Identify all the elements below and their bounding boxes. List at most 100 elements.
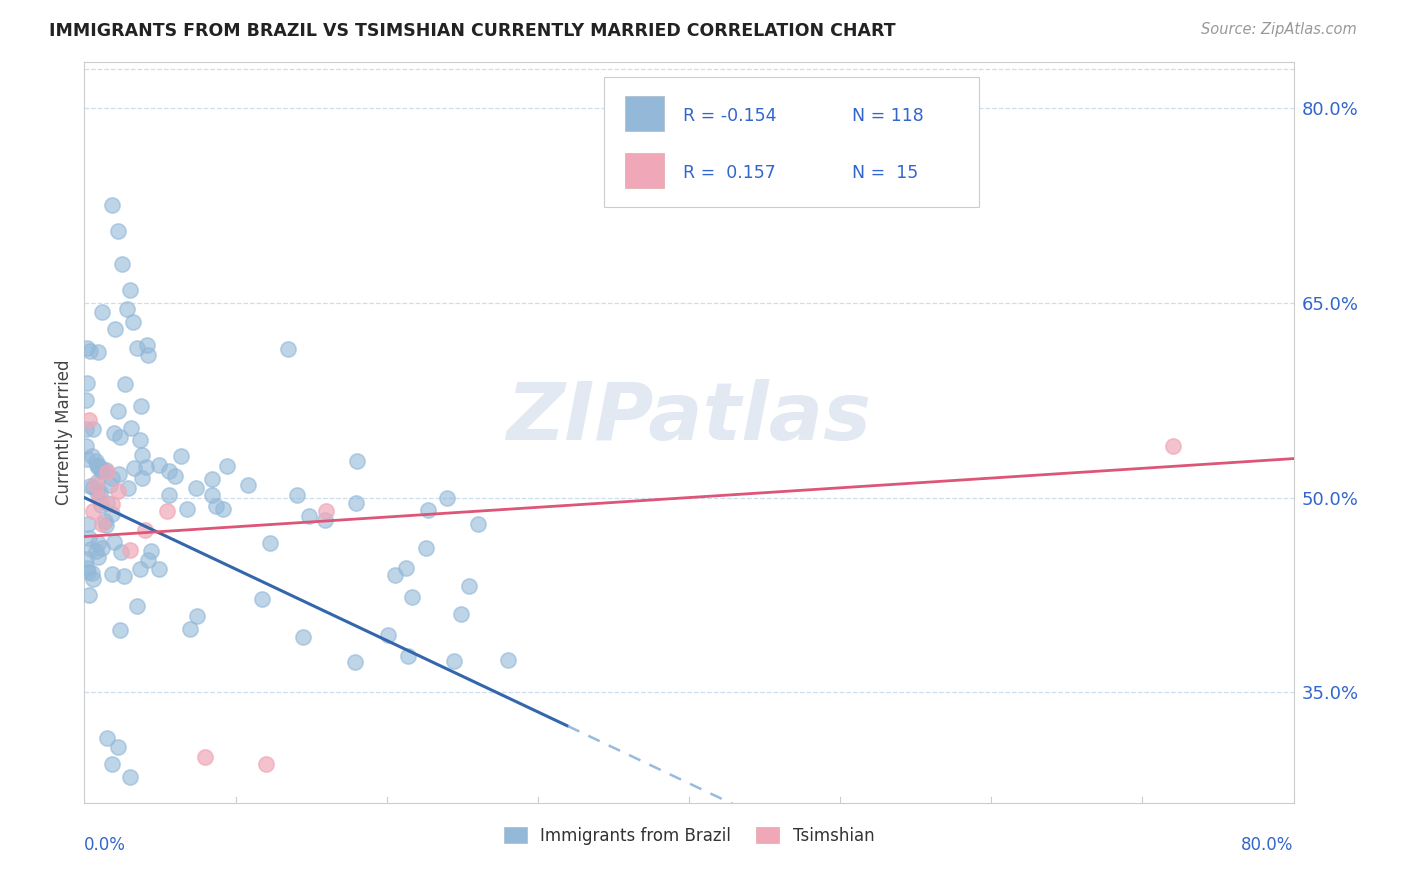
Point	[135, 460, 157, 475]
Point	[82, 572, 104, 586]
Point	[458, 579, 481, 593]
Point	[100, 198, 122, 212]
Point	[443, 654, 465, 668]
Point	[120, 420, 142, 434]
Point	[148, 561, 170, 575]
Point	[75, 439, 97, 453]
Point	[259, 536, 281, 550]
Point	[76, 376, 98, 390]
Point	[346, 453, 368, 467]
Point	[125, 599, 148, 614]
Point	[148, 458, 170, 472]
Point	[201, 472, 224, 486]
FancyBboxPatch shape	[624, 95, 664, 131]
Text: IMMIGRANTS FROM BRAZIL VS TSIMSHIAN CURRENTLY MARRIED CORRELATION CHART: IMMIGRANTS FROM BRAZIL VS TSIMSHIAN CURR…	[49, 22, 896, 40]
Point	[107, 739, 129, 754]
Point	[205, 499, 228, 513]
Point	[298, 509, 321, 524]
Point	[118, 283, 141, 297]
FancyBboxPatch shape	[605, 78, 979, 207]
Point	[96, 496, 118, 510]
Point	[90, 498, 112, 512]
Point	[87, 459, 110, 474]
Point	[236, 477, 259, 491]
Point	[285, 488, 308, 502]
Point	[118, 542, 141, 557]
Point	[94, 463, 117, 477]
Legend: Immigrants from Brazil, Tsimshian: Immigrants from Brazil, Tsimshian	[499, 822, 879, 850]
Point	[80, 449, 103, 463]
Point	[86, 475, 108, 489]
Point	[75, 551, 97, 566]
Point	[77, 588, 100, 602]
Point	[395, 561, 418, 575]
Point	[136, 348, 159, 362]
Point	[112, 569, 135, 583]
Point	[436, 491, 458, 505]
Point	[450, 607, 472, 622]
Point	[384, 568, 406, 582]
Point	[98, 478, 121, 492]
Point	[252, 592, 274, 607]
Point	[159, 488, 181, 502]
Point	[101, 471, 124, 485]
Point	[467, 516, 489, 531]
Point	[82, 422, 104, 436]
Point	[131, 471, 153, 485]
Point	[176, 502, 198, 516]
Point	[101, 507, 124, 521]
Point	[96, 518, 118, 533]
Point	[139, 544, 162, 558]
Point	[79, 343, 101, 358]
Point	[114, 377, 136, 392]
Point	[76, 451, 98, 466]
Point	[159, 464, 181, 478]
Point	[91, 463, 114, 477]
FancyBboxPatch shape	[624, 153, 664, 188]
Point	[75, 393, 97, 408]
Point	[77, 516, 100, 531]
Point	[87, 550, 110, 565]
Point	[77, 531, 100, 545]
Point	[100, 497, 122, 511]
Text: ZIPatlas: ZIPatlas	[506, 379, 872, 457]
Point	[117, 482, 139, 496]
Point	[110, 545, 132, 559]
Point	[107, 224, 129, 238]
Point	[107, 404, 129, 418]
Point	[89, 458, 111, 473]
Text: N =  15: N = 15	[852, 164, 918, 183]
Text: 0.0%: 0.0%	[84, 836, 127, 855]
Point	[194, 750, 217, 764]
Text: R =  0.157: R = 0.157	[683, 164, 776, 183]
Point	[108, 624, 131, 638]
Point	[396, 649, 419, 664]
Point	[91, 516, 114, 531]
Text: Source: ZipAtlas.com: Source: ZipAtlas.com	[1201, 22, 1357, 37]
Point	[104, 322, 127, 336]
Point	[186, 609, 208, 624]
Text: N = 118: N = 118	[852, 108, 924, 126]
Point	[131, 448, 153, 462]
Point	[86, 484, 108, 499]
Point	[89, 491, 111, 505]
Point	[121, 315, 143, 329]
Point	[80, 566, 103, 580]
Point	[496, 653, 519, 667]
Point	[292, 630, 315, 644]
Point	[127, 341, 149, 355]
Point	[103, 535, 125, 549]
Point	[107, 467, 129, 482]
Point	[76, 565, 98, 579]
Point	[184, 481, 207, 495]
Point	[79, 479, 101, 493]
Point	[89, 485, 111, 500]
Text: 80.0%: 80.0%	[1241, 836, 1294, 855]
Point	[108, 429, 131, 443]
Point	[94, 514, 117, 528]
Point	[179, 622, 201, 636]
Point	[100, 567, 122, 582]
Point	[136, 553, 159, 567]
Point	[111, 257, 134, 271]
Point	[129, 399, 152, 413]
